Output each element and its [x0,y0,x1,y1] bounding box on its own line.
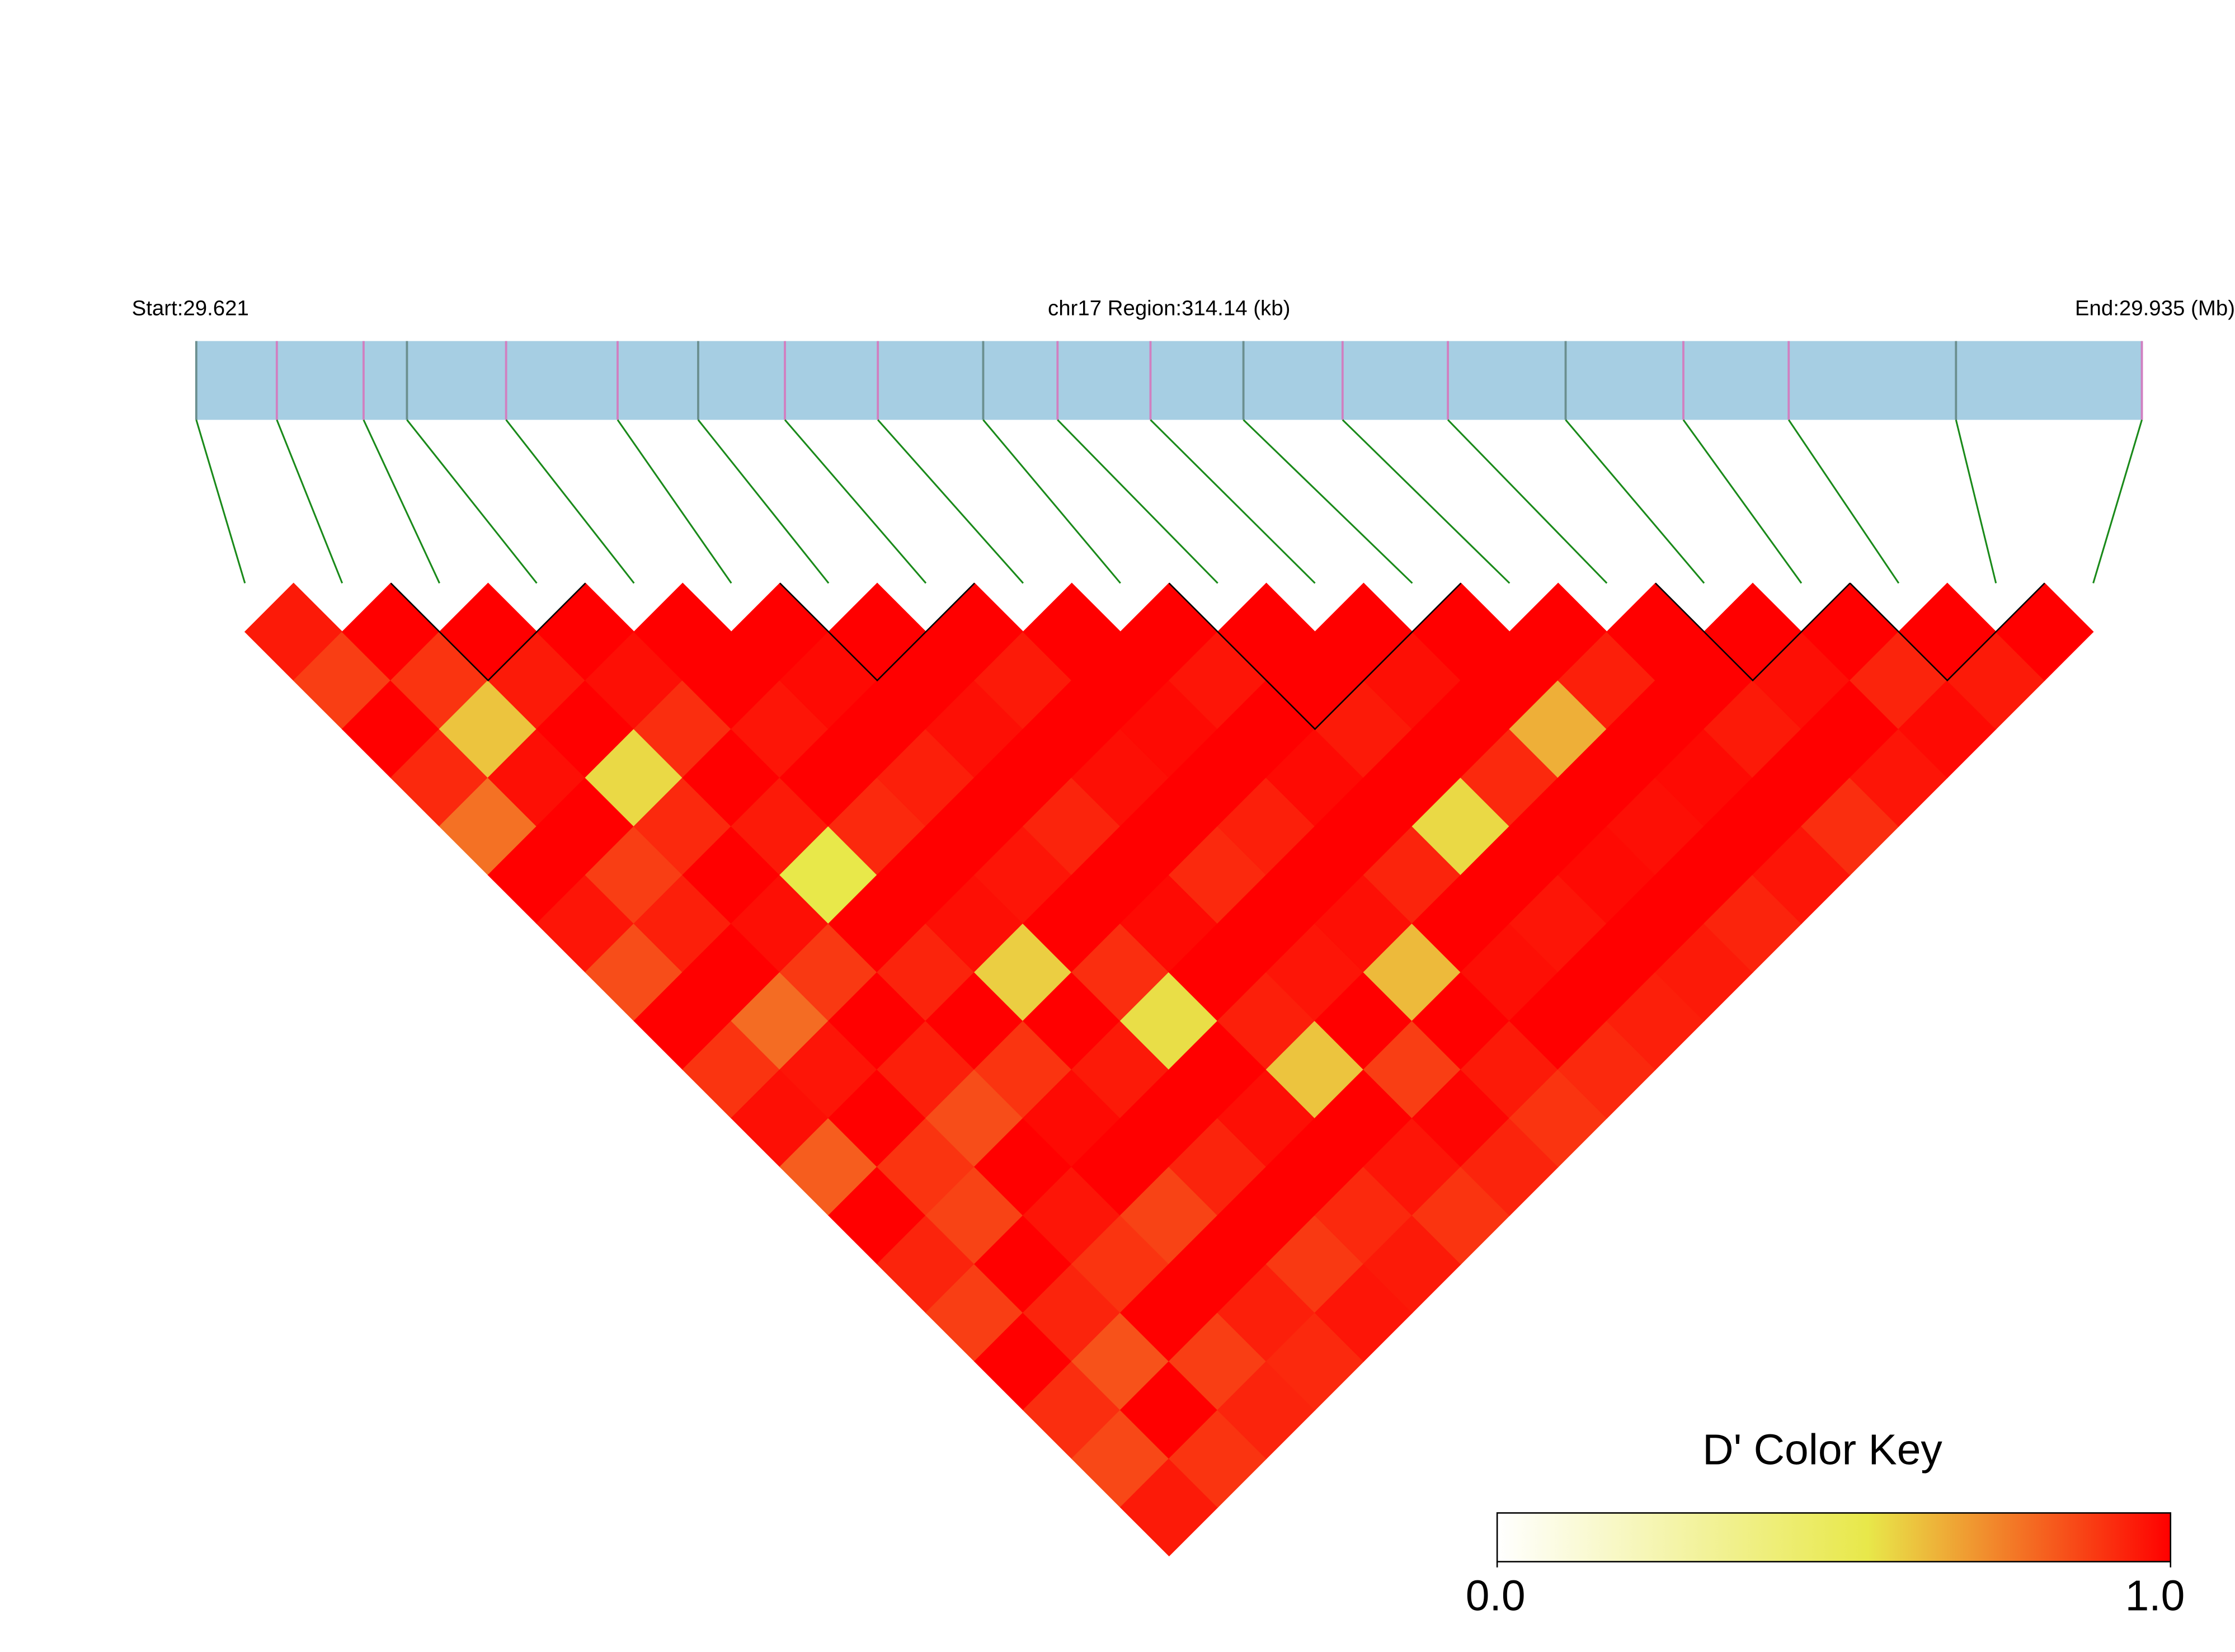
snp-link [784,419,927,584]
snp-link [1150,419,1316,584]
snp-link [276,419,344,583]
legend-title: D' Color Key [1702,1425,1942,1474]
snp-link [1057,419,1218,584]
ld-block [779,582,975,682]
snp-link [982,419,1121,584]
end-label: End:29.935 (Mb) [2075,296,2235,321]
snp-link [1787,419,1900,584]
ld-block [1655,582,1851,682]
key-tick-label: 1.0 [2125,1572,2185,1620]
snp-link [1565,419,1705,584]
ld-block [1168,582,1462,731]
snp-link [505,419,635,584]
ld-block [1849,582,2045,682]
snp-link [363,419,440,584]
snp-link [1682,419,1803,584]
snp-link [2092,420,2143,583]
color-key [1496,1512,2172,1562]
track-bar [196,341,2142,420]
snp-link [1955,420,1997,583]
snp-link [1342,419,1511,584]
snp-link [195,420,246,583]
region-label: chr17 Region:314.14 (kb) [1048,296,1290,321]
start-label: Start:29.621 [132,296,249,321]
snp-link [1447,419,1608,584]
ld-block [390,582,586,682]
snp-link [877,419,1024,584]
key-tick-label: 0.0 [1466,1572,1526,1620]
snp-link [697,419,830,584]
snp-link [617,419,732,584]
snp-link [406,419,538,584]
snp-link [1243,419,1413,584]
